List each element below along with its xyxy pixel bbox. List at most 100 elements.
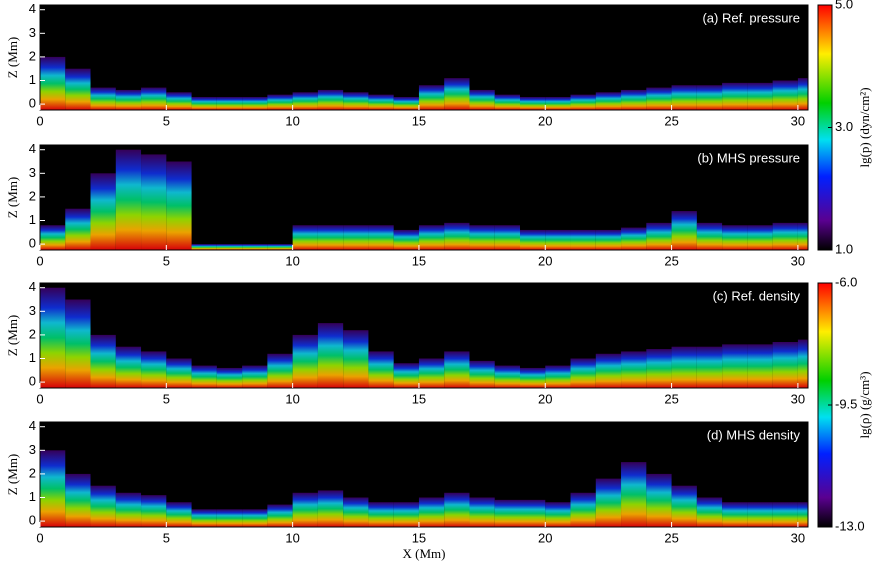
field-column xyxy=(494,499,520,527)
field-column xyxy=(267,353,293,388)
field-column xyxy=(166,92,192,110)
field-column xyxy=(520,367,546,388)
y-tick-label: 1 xyxy=(29,212,36,227)
x-tick-label: 20 xyxy=(538,253,552,268)
field-column xyxy=(444,222,470,250)
x-tick-label: 30 xyxy=(791,391,805,406)
y-tick-label: 3 xyxy=(29,25,36,40)
field-column xyxy=(747,82,773,110)
field-column xyxy=(368,225,394,250)
field-column xyxy=(90,485,116,527)
field-column xyxy=(621,227,647,250)
y-tick-label: 4 xyxy=(29,1,36,16)
x-tick-label: 0 xyxy=(36,530,43,545)
field-column xyxy=(696,222,723,250)
x-tick-label: 20 xyxy=(538,530,552,545)
field-column xyxy=(40,450,66,527)
colorbar-label: lg(ρ) (g/cm³) xyxy=(857,371,872,438)
x-tick-label: 10 xyxy=(285,253,299,268)
colorbar-tick-label: 3.0 xyxy=(835,119,853,134)
field-column xyxy=(393,502,419,527)
x-tick-label: 10 xyxy=(285,530,299,545)
y-axis-label: Z (Mm) xyxy=(5,454,20,496)
y-tick-label: 2 xyxy=(29,48,36,63)
field-column xyxy=(646,349,672,388)
colorbar-tick-label: -9.5 xyxy=(835,396,857,411)
y-tick-label: 0 xyxy=(29,374,36,389)
field-column xyxy=(141,351,167,388)
field-column xyxy=(696,497,723,527)
x-tick-label: 30 xyxy=(791,253,805,268)
field-column xyxy=(115,149,142,250)
panel-label: (a) Ref. pressure xyxy=(702,10,800,25)
y-tick-label: 4 xyxy=(29,141,36,156)
field-column xyxy=(141,495,167,527)
panel-label: (c) Ref. density xyxy=(713,288,801,303)
field-column xyxy=(671,85,697,110)
field-column xyxy=(368,94,394,110)
field-column xyxy=(444,492,470,527)
field-column xyxy=(393,229,419,250)
field-column xyxy=(343,92,369,110)
y-axis-label: Z (Mm) xyxy=(5,315,20,357)
field-column xyxy=(595,229,622,250)
field-column xyxy=(242,509,268,527)
field-column xyxy=(595,478,622,527)
y-tick-label: 1 xyxy=(29,72,36,87)
field-column xyxy=(368,502,394,527)
field-column xyxy=(696,346,723,388)
y-axis-label: Z (Mm) xyxy=(5,177,20,219)
field-column xyxy=(494,94,520,110)
field-column xyxy=(747,502,773,527)
y-tick-label: 3 xyxy=(29,442,36,457)
y-tick-label: 0 xyxy=(29,236,36,251)
field-column xyxy=(65,299,91,388)
field-column xyxy=(40,225,66,250)
field-column xyxy=(317,225,344,250)
field-column xyxy=(747,225,773,250)
field-column xyxy=(418,85,445,110)
field-column xyxy=(90,87,116,110)
x-tick-label: 0 xyxy=(36,113,43,128)
colorbar-tick-label: -6.0 xyxy=(835,274,857,289)
field-column xyxy=(621,89,647,110)
field-column xyxy=(292,492,318,527)
y-tick-label: 0 xyxy=(29,96,36,111)
colorbar-label: lg(p) (dyn/cm²) xyxy=(857,87,872,167)
plot-frame xyxy=(39,282,809,389)
field-column xyxy=(40,56,66,110)
field-column xyxy=(722,225,748,250)
field-column xyxy=(141,87,167,110)
field-column xyxy=(292,92,318,110)
field-column xyxy=(570,492,596,527)
field-column xyxy=(166,502,192,527)
field-column xyxy=(216,367,243,388)
field-column xyxy=(191,365,217,388)
field-column xyxy=(772,502,798,527)
field-column xyxy=(65,473,91,527)
field-column xyxy=(520,499,546,527)
y-tick-label: 4 xyxy=(29,418,36,433)
field-column xyxy=(570,229,596,250)
field-column xyxy=(621,351,647,388)
field-column xyxy=(772,80,798,110)
x-tick-label: 15 xyxy=(412,253,426,268)
x-tick-label: 5 xyxy=(163,113,170,128)
field-column xyxy=(520,97,546,110)
field-column xyxy=(545,97,571,110)
x-tick-label: 30 xyxy=(791,530,805,545)
y-tick-label: 1 xyxy=(29,350,36,365)
y-tick-label: 2 xyxy=(29,326,36,341)
x-tick-label: 30 xyxy=(791,113,805,128)
field-column xyxy=(469,89,495,110)
field-column xyxy=(545,502,571,527)
field-column xyxy=(242,365,268,388)
field-column xyxy=(797,222,808,250)
field-column xyxy=(671,346,697,388)
field-column xyxy=(722,82,748,110)
field-column xyxy=(393,97,419,110)
colorbar-tick-label: -13.0 xyxy=(835,518,865,533)
field-column xyxy=(368,351,394,388)
field-column xyxy=(115,492,142,527)
